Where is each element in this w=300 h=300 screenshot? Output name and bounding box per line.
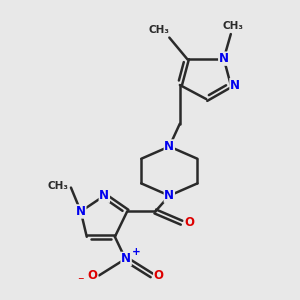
Text: N: N [219, 52, 229, 65]
Text: CH₃: CH₃ [47, 181, 68, 191]
Text: O: O [154, 269, 164, 282]
Text: +: + [132, 247, 140, 257]
Text: ⁻: ⁻ [77, 275, 84, 288]
Text: O: O [88, 269, 98, 282]
Text: N: N [164, 140, 174, 153]
Text: CH₃: CH₃ [222, 21, 243, 31]
Text: N: N [76, 205, 86, 218]
Text: O: O [184, 216, 194, 229]
Text: CH₃: CH₃ [149, 25, 170, 35]
Text: N: N [164, 189, 174, 202]
Text: N: N [99, 189, 109, 202]
Text: N: N [121, 252, 131, 266]
Text: N: N [230, 79, 240, 92]
